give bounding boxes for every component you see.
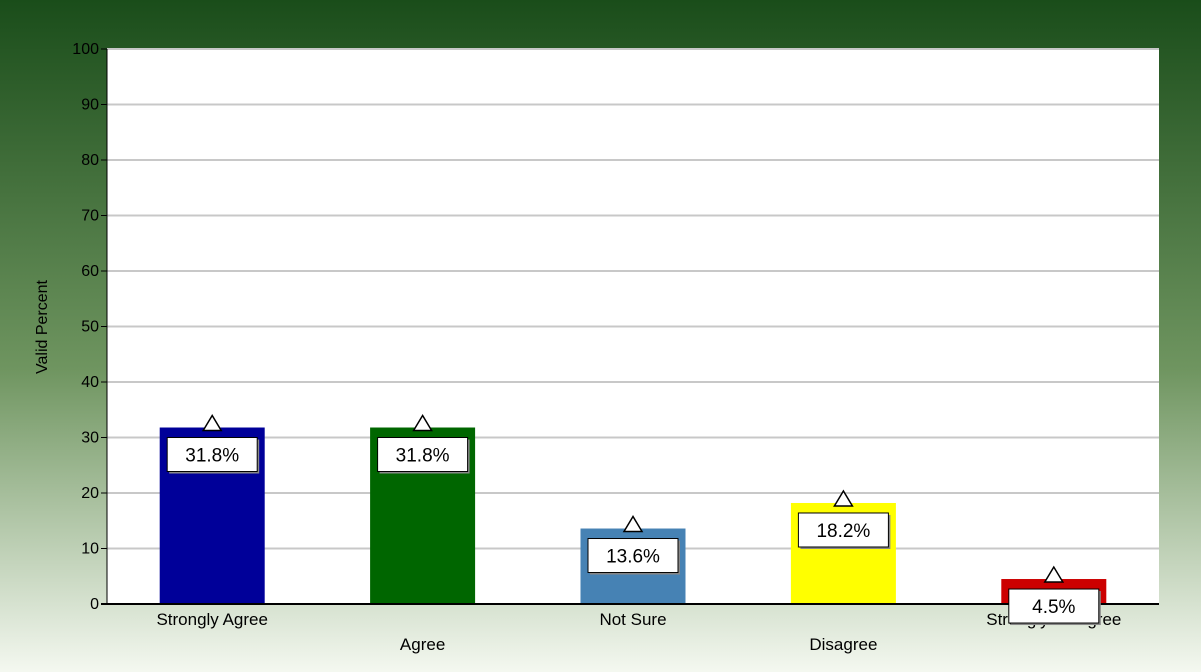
data-label: 18.2% [816, 521, 870, 542]
y-tick-label: 50 [81, 319, 99, 336]
y-tick-label: 80 [81, 152, 99, 169]
triangle-marker [412, 414, 433, 432]
data-label-box [797, 512, 889, 548]
y-tick-label: 100 [72, 41, 99, 58]
triangle-marker [201, 414, 223, 432]
y-tick-label: 30 [81, 430, 99, 447]
x-category-label: Disagree [809, 635, 877, 654]
data-label: 31.8% [185, 446, 239, 467]
data-label: 13.6% [606, 547, 660, 568]
x-category-label: Not Sure [599, 610, 666, 629]
data-label-box [1008, 588, 1100, 624]
y-tick-label: 60 [81, 263, 99, 280]
triangle-marker [833, 489, 854, 507]
y-tick-label: 10 [81, 541, 99, 558]
y-tick-label: 0 [90, 596, 99, 613]
y-tick-label: 90 [81, 97, 99, 114]
data-label: 4.5% [1032, 597, 1075, 618]
data-label-box [377, 437, 469, 473]
y-axis-title: Valid Percent [34, 279, 51, 374]
triangle-marker [622, 515, 644, 533]
data-label-box [587, 538, 679, 574]
y-tick-label: 40 [81, 374, 99, 391]
data-labels: 31.8% 31.8% 13.6% 18.2% 4.5% [166, 414, 1101, 626]
x-category-label: Strongly Agree [156, 610, 268, 629]
data-label-box [166, 437, 258, 473]
y-tick-label: 20 [81, 485, 99, 502]
gridlines [107, 48, 1159, 550]
x-category-label: Agree [400, 635, 445, 654]
y-tick-label: 70 [81, 208, 99, 225]
triangle-marker [1043, 565, 1065, 583]
data-label: 31.8% [396, 446, 450, 467]
